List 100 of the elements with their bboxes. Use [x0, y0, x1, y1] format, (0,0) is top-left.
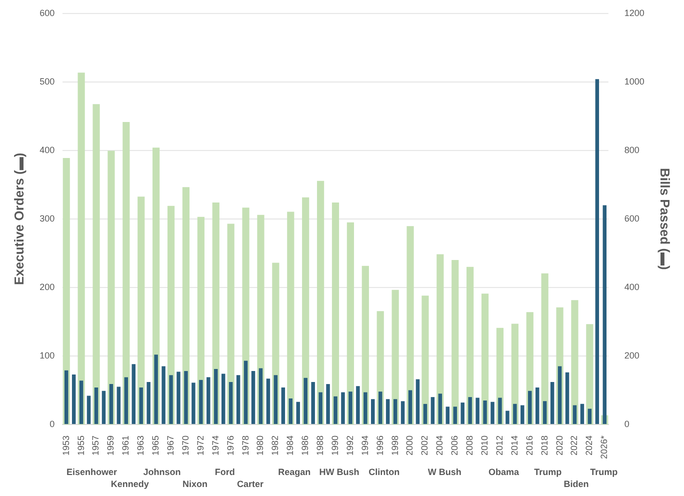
y2-tick-label: 200: [624, 350, 640, 360]
bar: [460, 402, 464, 424]
bar: [506, 410, 510, 424]
bar: [392, 290, 399, 424]
y-tick-label: 600: [40, 8, 55, 18]
bar: [571, 300, 578, 424]
x-tick-label: 1984: [285, 435, 296, 456]
bar: [406, 226, 414, 424]
x-tick-label: 1974: [210, 435, 220, 456]
text: Trump: [590, 466, 618, 477]
bar: [483, 400, 487, 424]
bar: [452, 260, 459, 424]
bar: [316, 180, 324, 424]
bar: [79, 380, 84, 424]
x-tick-label: 1988: [315, 435, 326, 456]
x-tick-label: 2010: [480, 435, 490, 456]
bar: [348, 392, 352, 424]
bar: [326, 384, 330, 424]
x-tick-label: 2006: [450, 435, 460, 456]
bar: [116, 386, 121, 424]
text: Nixon: [182, 478, 208, 489]
bar: [192, 382, 196, 424]
x-tick-label: 1980: [255, 435, 266, 456]
bar: [72, 374, 76, 424]
bar: [124, 377, 128, 424]
x-tick-label: 1967: [166, 435, 176, 456]
bar: [541, 273, 548, 424]
bar: [266, 378, 270, 424]
bar: [393, 399, 398, 424]
bar: [288, 398, 293, 424]
bar: [436, 254, 444, 424]
bar: [251, 371, 256, 424]
text: Eisenhower: [66, 466, 118, 477]
bar: [122, 122, 130, 424]
bar: [62, 158, 70, 424]
bar: [206, 377, 210, 424]
bar: [78, 72, 85, 424]
bar: [228, 382, 233, 424]
bar: [520, 405, 524, 424]
x-tick-label: 1994: [360, 435, 370, 456]
x-tick-label: 1998: [390, 435, 400, 456]
text: Trump: [534, 466, 562, 477]
bar: [108, 150, 115, 424]
bar: [332, 202, 340, 424]
x-tick-label: 1992: [344, 435, 355, 456]
x-tick-label: 2004: [434, 435, 445, 456]
x-tick-label: 1996: [374, 435, 385, 456]
bar: [304, 378, 308, 424]
bar: [64, 370, 68, 424]
x-tick-label: 2012: [494, 435, 504, 456]
x-tick-label: 2018: [539, 435, 550, 456]
bar: [438, 394, 442, 424]
bar: [378, 392, 382, 424]
bar: [586, 324, 594, 424]
bar: [430, 397, 435, 424]
text: Ford: [214, 466, 235, 477]
x-tick-label: 1959: [106, 435, 116, 456]
bar: [416, 379, 420, 424]
bar: [86, 396, 91, 424]
bar: [138, 196, 145, 424]
bar: [139, 387, 143, 424]
y-tick-label: 0: [50, 418, 55, 429]
text: Obama: [488, 466, 520, 477]
bar: [132, 364, 136, 424]
bar: [169, 375, 173, 424]
bar: [244, 360, 248, 424]
x-tick-label: 1982: [270, 435, 280, 456]
bar: [542, 401, 547, 424]
x-tick-label: 2000: [404, 435, 415, 456]
text: Carter: [237, 478, 264, 489]
bar: [513, 404, 517, 424]
bar: [274, 375, 278, 424]
x-tick-label: 1961: [120, 435, 131, 456]
y2-tick-label: 1200: [624, 8, 644, 18]
bar: [281, 387, 286, 424]
bar: [490, 402, 494, 424]
text: Biden: [564, 478, 589, 489]
bar: [287, 212, 294, 424]
bar: [109, 384, 114, 424]
bar: [371, 399, 375, 424]
bar: [476, 398, 480, 424]
bar: [236, 375, 240, 424]
bar: [602, 205, 607, 424]
bar: [423, 404, 428, 424]
bar: [176, 372, 180, 424]
bar: [94, 387, 98, 424]
bar: [318, 392, 322, 424]
x-tick-label: 1976: [225, 435, 236, 456]
x-tick-label: 2022: [569, 435, 580, 456]
bar: [221, 374, 226, 424]
bar: [588, 408, 592, 424]
y-tick-label: 400: [40, 144, 55, 155]
y2-tick-label: 400: [624, 282, 640, 292]
bar: [227, 224, 234, 424]
x-tick-label: 1955: [76, 435, 86, 456]
bar: [154, 354, 158, 424]
y-tick-label: 200: [40, 282, 55, 292]
x-tick-label: 1972: [195, 435, 206, 456]
bar: [146, 382, 150, 424]
bar: [408, 390, 412, 424]
